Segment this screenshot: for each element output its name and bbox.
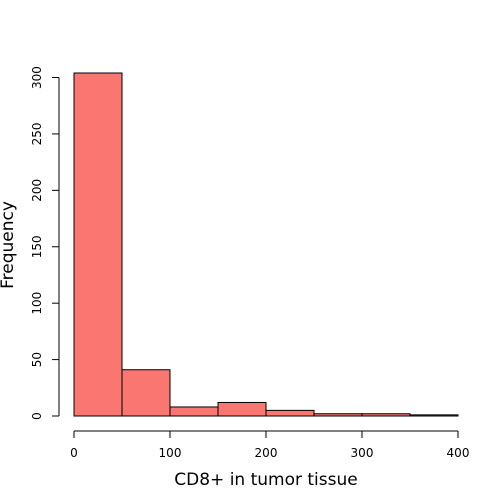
x-tick-label: 300	[351, 446, 374, 460]
histogram-bar	[265, 409, 315, 417]
x-tick-label: 200	[255, 446, 278, 460]
x-axis: 0 100 200 300 400	[70, 430, 470, 460]
y-tick-label: 300	[30, 66, 44, 89]
y-axis-title: Frequency	[0, 201, 18, 289]
histogram-bar	[169, 406, 219, 417]
histogram-bar	[217, 401, 267, 417]
histogram-bar	[121, 369, 171, 417]
histogram-bar	[313, 413, 363, 417]
bars-group	[73, 72, 459, 417]
histogram-bar	[361, 413, 411, 417]
y-tick-label: 250	[30, 122, 44, 145]
y-tick-label: 100	[30, 292, 44, 315]
y-axis: 0 50 100 150 200 250 300	[30, 66, 60, 420]
y-tick-label: 200	[30, 179, 44, 202]
y-tick-label: 0	[30, 412, 44, 420]
x-axis-title: CD8+ in tumor tissue	[174, 470, 357, 490]
x-tick-label: 100	[159, 446, 182, 460]
histogram-bar	[73, 72, 123, 417]
x-tick-label: 0	[70, 446, 78, 460]
y-tick-label: 50	[30, 352, 44, 367]
histogram-bar	[409, 414, 459, 417]
y-tick-label: 150	[30, 235, 44, 258]
x-tick-label: 400	[447, 446, 470, 460]
